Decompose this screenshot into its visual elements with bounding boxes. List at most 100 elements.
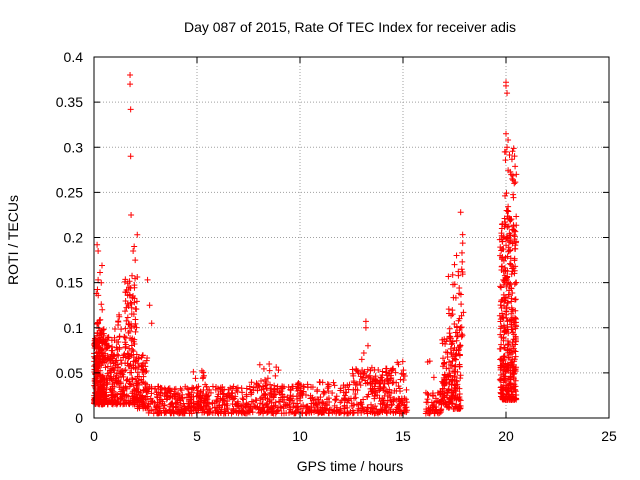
data-point	[127, 81, 134, 88]
data-point	[144, 276, 151, 283]
data-point	[456, 285, 463, 292]
data-point	[315, 396, 322, 403]
data-point	[511, 270, 518, 277]
data-point	[111, 326, 118, 333]
data-point	[101, 350, 108, 357]
data-point	[254, 381, 261, 388]
data-point	[322, 401, 329, 408]
y-tick-label: 0	[75, 410, 83, 426]
data-point	[209, 383, 216, 390]
data-point	[95, 292, 102, 299]
data-point	[115, 352, 122, 359]
data-point	[439, 396, 446, 403]
data-point	[145, 403, 152, 410]
data-point	[403, 396, 410, 403]
data-point	[274, 408, 281, 415]
data-point	[348, 400, 355, 407]
data-point	[113, 339, 120, 346]
data-point	[506, 152, 513, 159]
data-point	[277, 394, 284, 401]
data-point	[352, 391, 359, 398]
data-point	[508, 171, 515, 178]
data-point	[510, 191, 517, 198]
data-point	[383, 409, 390, 416]
data-point	[503, 391, 510, 398]
data-point	[224, 391, 231, 398]
data-point	[140, 399, 147, 406]
data-point	[510, 368, 517, 375]
data-point	[132, 275, 139, 282]
data-point	[325, 383, 332, 390]
data-point	[98, 401, 105, 408]
data-point	[403, 399, 410, 406]
data-point	[452, 329, 459, 336]
data-point	[357, 373, 364, 380]
y-axis-label: ROTI / TECUs	[5, 195, 21, 285]
data-point	[379, 368, 386, 375]
data-point	[258, 394, 265, 401]
data-point	[448, 387, 455, 394]
data-point	[278, 388, 285, 395]
data-point	[94, 344, 101, 351]
data-point	[456, 396, 463, 403]
data-point	[507, 261, 514, 268]
data-point	[446, 365, 453, 372]
data-point	[126, 292, 133, 299]
data-point	[508, 285, 515, 292]
data-point	[98, 301, 105, 308]
data-point	[441, 359, 448, 366]
data-point	[453, 377, 460, 384]
data-point	[504, 268, 511, 275]
data-point	[368, 401, 375, 408]
data-point	[505, 208, 512, 215]
data-point	[364, 410, 371, 417]
data-point	[448, 349, 455, 356]
data-point	[512, 377, 519, 384]
x-tick-label: 10	[292, 428, 308, 444]
data-point	[299, 405, 306, 412]
data-point	[331, 382, 338, 389]
data-point	[94, 352, 101, 359]
data-point	[152, 403, 159, 410]
data-point	[382, 389, 389, 396]
data-point	[134, 231, 141, 238]
data-point	[429, 392, 436, 399]
data-point	[146, 407, 153, 414]
data-point	[497, 325, 504, 332]
data-point	[388, 389, 395, 396]
data-point	[454, 384, 461, 391]
data-point	[178, 387, 185, 394]
data-point	[431, 410, 438, 417]
y-tick-label: 0.1	[64, 320, 84, 336]
data-point	[513, 315, 520, 322]
data-point	[214, 404, 221, 411]
data-point	[362, 377, 369, 384]
data-point	[368, 388, 375, 395]
data-point	[503, 275, 510, 282]
y-tick-label: 0.25	[56, 184, 83, 200]
data-point	[128, 324, 135, 331]
data-point	[333, 396, 340, 403]
data-point	[504, 341, 511, 348]
data-point	[397, 376, 404, 383]
data-point	[119, 371, 126, 378]
data-point	[287, 386, 294, 393]
data-point	[435, 399, 442, 406]
data-point	[185, 403, 192, 410]
data-point	[502, 157, 509, 164]
data-point	[501, 344, 508, 351]
data-point	[506, 260, 513, 267]
data-point	[498, 267, 505, 274]
data-point	[439, 398, 446, 405]
data-point	[505, 293, 512, 300]
data-point	[128, 310, 135, 317]
y-tick-label: 0.15	[56, 275, 83, 291]
data-point	[138, 392, 145, 399]
data-point	[109, 383, 116, 390]
data-point	[499, 238, 506, 245]
data-point	[496, 345, 503, 352]
data-point	[125, 393, 132, 400]
data-point	[449, 271, 456, 278]
data-point	[512, 163, 519, 170]
data-point	[426, 358, 433, 365]
